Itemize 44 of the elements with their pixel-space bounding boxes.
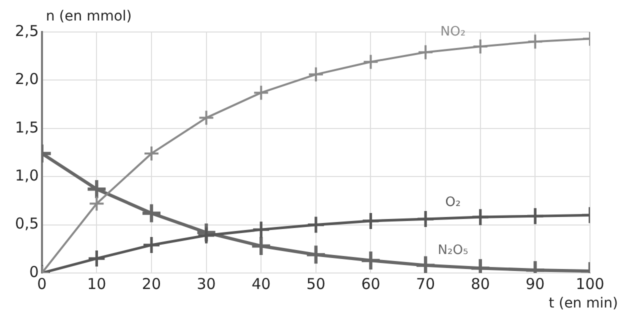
point <box>416 210 435 228</box>
y-tick-label: 2,0 <box>14 70 39 88</box>
point <box>308 66 324 82</box>
point <box>87 249 106 268</box>
y-tick-label: 1,0 <box>14 166 39 184</box>
point <box>472 38 488 54</box>
x-tick-label: 10 <box>87 274 106 293</box>
point <box>361 212 380 230</box>
point <box>252 220 270 239</box>
x-tick-label: 60 <box>361 274 380 293</box>
x-tick-label: 70 <box>416 274 436 293</box>
x-tick-label: 80 <box>470 274 490 293</box>
series-label: N₂O₅ <box>438 243 468 258</box>
point <box>527 34 544 50</box>
point <box>360 250 382 272</box>
point <box>250 235 272 257</box>
point <box>86 178 108 200</box>
y-tick-label: 2,5 <box>14 22 39 40</box>
point <box>142 236 161 254</box>
point <box>143 145 160 162</box>
point <box>471 208 490 226</box>
point <box>306 216 326 234</box>
point <box>140 202 162 224</box>
x-axis-title: t (en min) <box>548 296 618 312</box>
y-axis-title: n (en mmol) <box>46 8 132 25</box>
y-tick-label: 0 <box>29 262 39 281</box>
x-tick-label: 30 <box>196 274 216 293</box>
y-tick-label: 0,5 <box>14 214 39 233</box>
point <box>305 244 327 266</box>
x-tick-label: 40 <box>252 274 271 293</box>
point <box>418 44 434 60</box>
series-label: NO₂ <box>440 24 466 40</box>
x-tick-label: 100 <box>576 274 604 293</box>
point <box>197 226 216 245</box>
point <box>253 84 270 101</box>
point <box>526 206 544 226</box>
point <box>362 54 379 70</box>
point <box>198 110 214 126</box>
y-tick-label: 1,5 <box>14 118 39 136</box>
x-tick-label: 90 <box>526 274 545 293</box>
x-tick-label: 20 <box>142 274 162 293</box>
x-tick-label: 50 <box>306 274 326 293</box>
series-label: O₂ <box>445 194 461 210</box>
point <box>88 196 105 212</box>
